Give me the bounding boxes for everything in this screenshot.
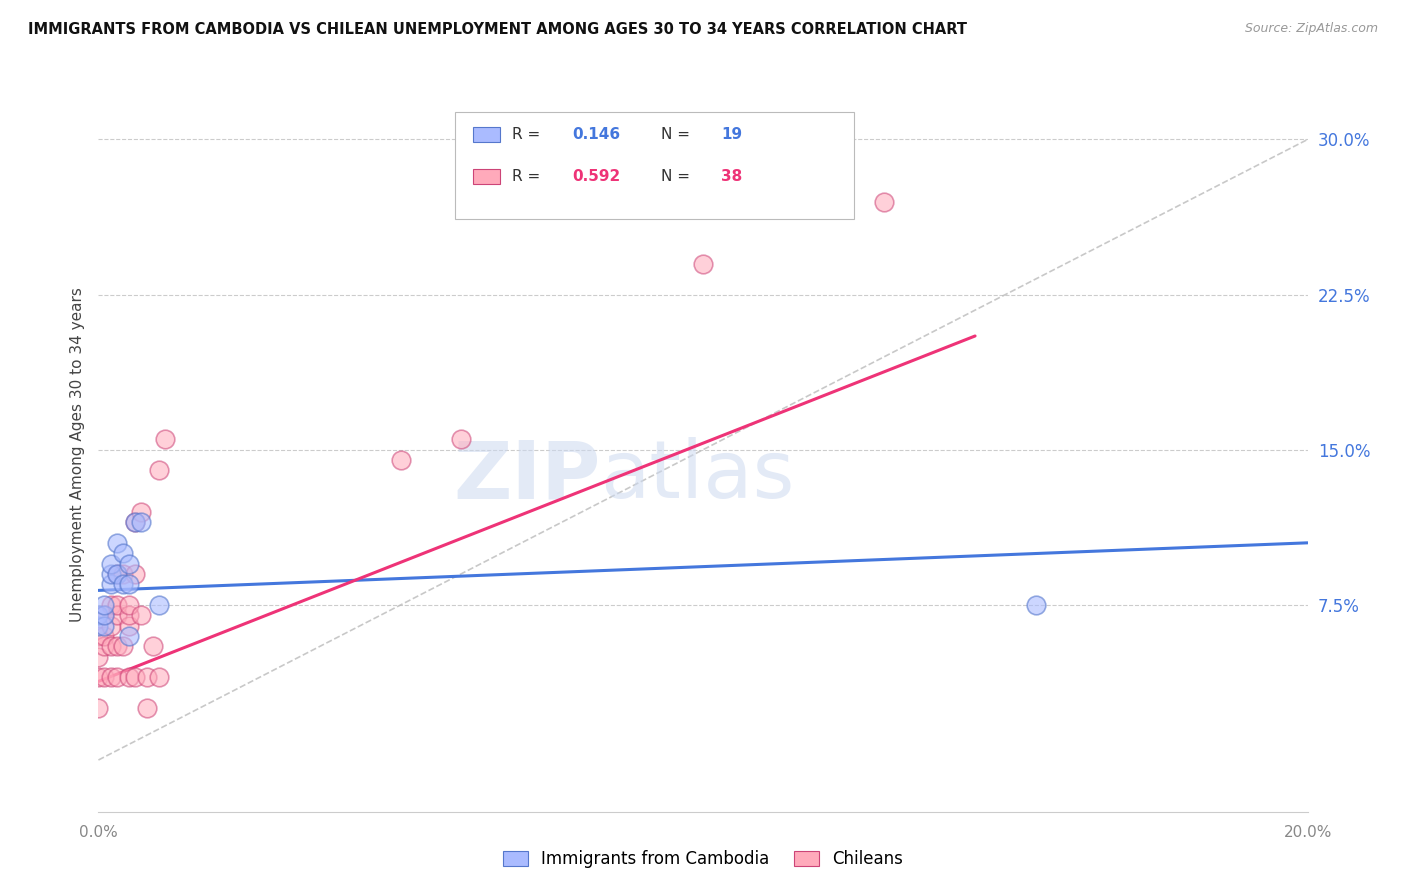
Point: [105, 566, 128, 581]
Text: 0.592: 0.592: [572, 169, 620, 184]
Point: [111, 639, 134, 653]
Point: [87, 608, 110, 623]
Point: [111, 546, 134, 560]
Point: [118, 598, 141, 612]
Text: R =: R =: [512, 169, 546, 184]
Point: [105, 639, 128, 653]
Point: [105, 566, 128, 581]
Point: [93, 608, 115, 623]
Text: N =: N =: [661, 127, 695, 142]
Point: [87, 649, 110, 664]
Point: [124, 670, 146, 684]
Point: [118, 608, 141, 623]
Point: [692, 257, 714, 271]
Point: [87, 618, 110, 632]
Bar: [474, 169, 501, 185]
Point: [100, 557, 122, 571]
Point: [105, 670, 128, 684]
Point: [129, 515, 152, 529]
Point: [87, 629, 110, 643]
Point: [93, 618, 115, 632]
Point: [118, 629, 141, 643]
Point: [100, 639, 122, 653]
Point: [93, 670, 115, 684]
Point: [100, 618, 122, 632]
Point: [129, 608, 152, 623]
Point: [135, 670, 157, 684]
Point: [100, 598, 122, 612]
Point: [100, 566, 122, 581]
Point: [1024, 598, 1046, 612]
Point: [124, 515, 146, 529]
Text: 38: 38: [721, 169, 742, 184]
Point: [118, 557, 141, 571]
Point: [873, 194, 896, 209]
Point: [124, 515, 146, 529]
Point: [389, 453, 412, 467]
Point: [93, 629, 115, 643]
Point: [93, 608, 115, 623]
Point: [148, 598, 170, 612]
Y-axis label: Unemployment Among Ages 30 to 34 years: Unemployment Among Ages 30 to 34 years: [69, 287, 84, 623]
Bar: [474, 127, 501, 143]
Point: [100, 670, 122, 684]
Point: [93, 598, 115, 612]
Point: [105, 608, 128, 623]
Point: [124, 566, 146, 581]
Text: ZIP: ZIP: [453, 437, 600, 516]
Point: [105, 536, 128, 550]
Text: N =: N =: [661, 169, 695, 184]
Text: R =: R =: [512, 127, 546, 142]
FancyBboxPatch shape: [456, 112, 855, 219]
Point: [148, 463, 170, 477]
Point: [135, 701, 157, 715]
Point: [118, 670, 141, 684]
Text: atlas: atlas: [600, 437, 794, 516]
Point: [118, 618, 141, 632]
Point: [111, 577, 134, 591]
Text: 0.146: 0.146: [572, 127, 620, 142]
Point: [87, 701, 110, 715]
Text: Source: ZipAtlas.com: Source: ZipAtlas.com: [1244, 22, 1378, 36]
Point: [129, 505, 152, 519]
Point: [450, 433, 472, 447]
Point: [148, 670, 170, 684]
Text: 19: 19: [721, 127, 742, 142]
Point: [142, 639, 165, 653]
Text: IMMIGRANTS FROM CAMBODIA VS CHILEAN UNEMPLOYMENT AMONG AGES 30 TO 34 YEARS CORRE: IMMIGRANTS FROM CAMBODIA VS CHILEAN UNEM…: [28, 22, 967, 37]
Point: [93, 639, 115, 653]
Point: [111, 566, 134, 581]
Point: [153, 433, 176, 447]
Point: [118, 577, 141, 591]
Point: [87, 670, 110, 684]
Legend: Immigrants from Cambodia, Chileans: Immigrants from Cambodia, Chileans: [496, 844, 910, 875]
Point: [105, 598, 128, 612]
Point: [100, 577, 122, 591]
